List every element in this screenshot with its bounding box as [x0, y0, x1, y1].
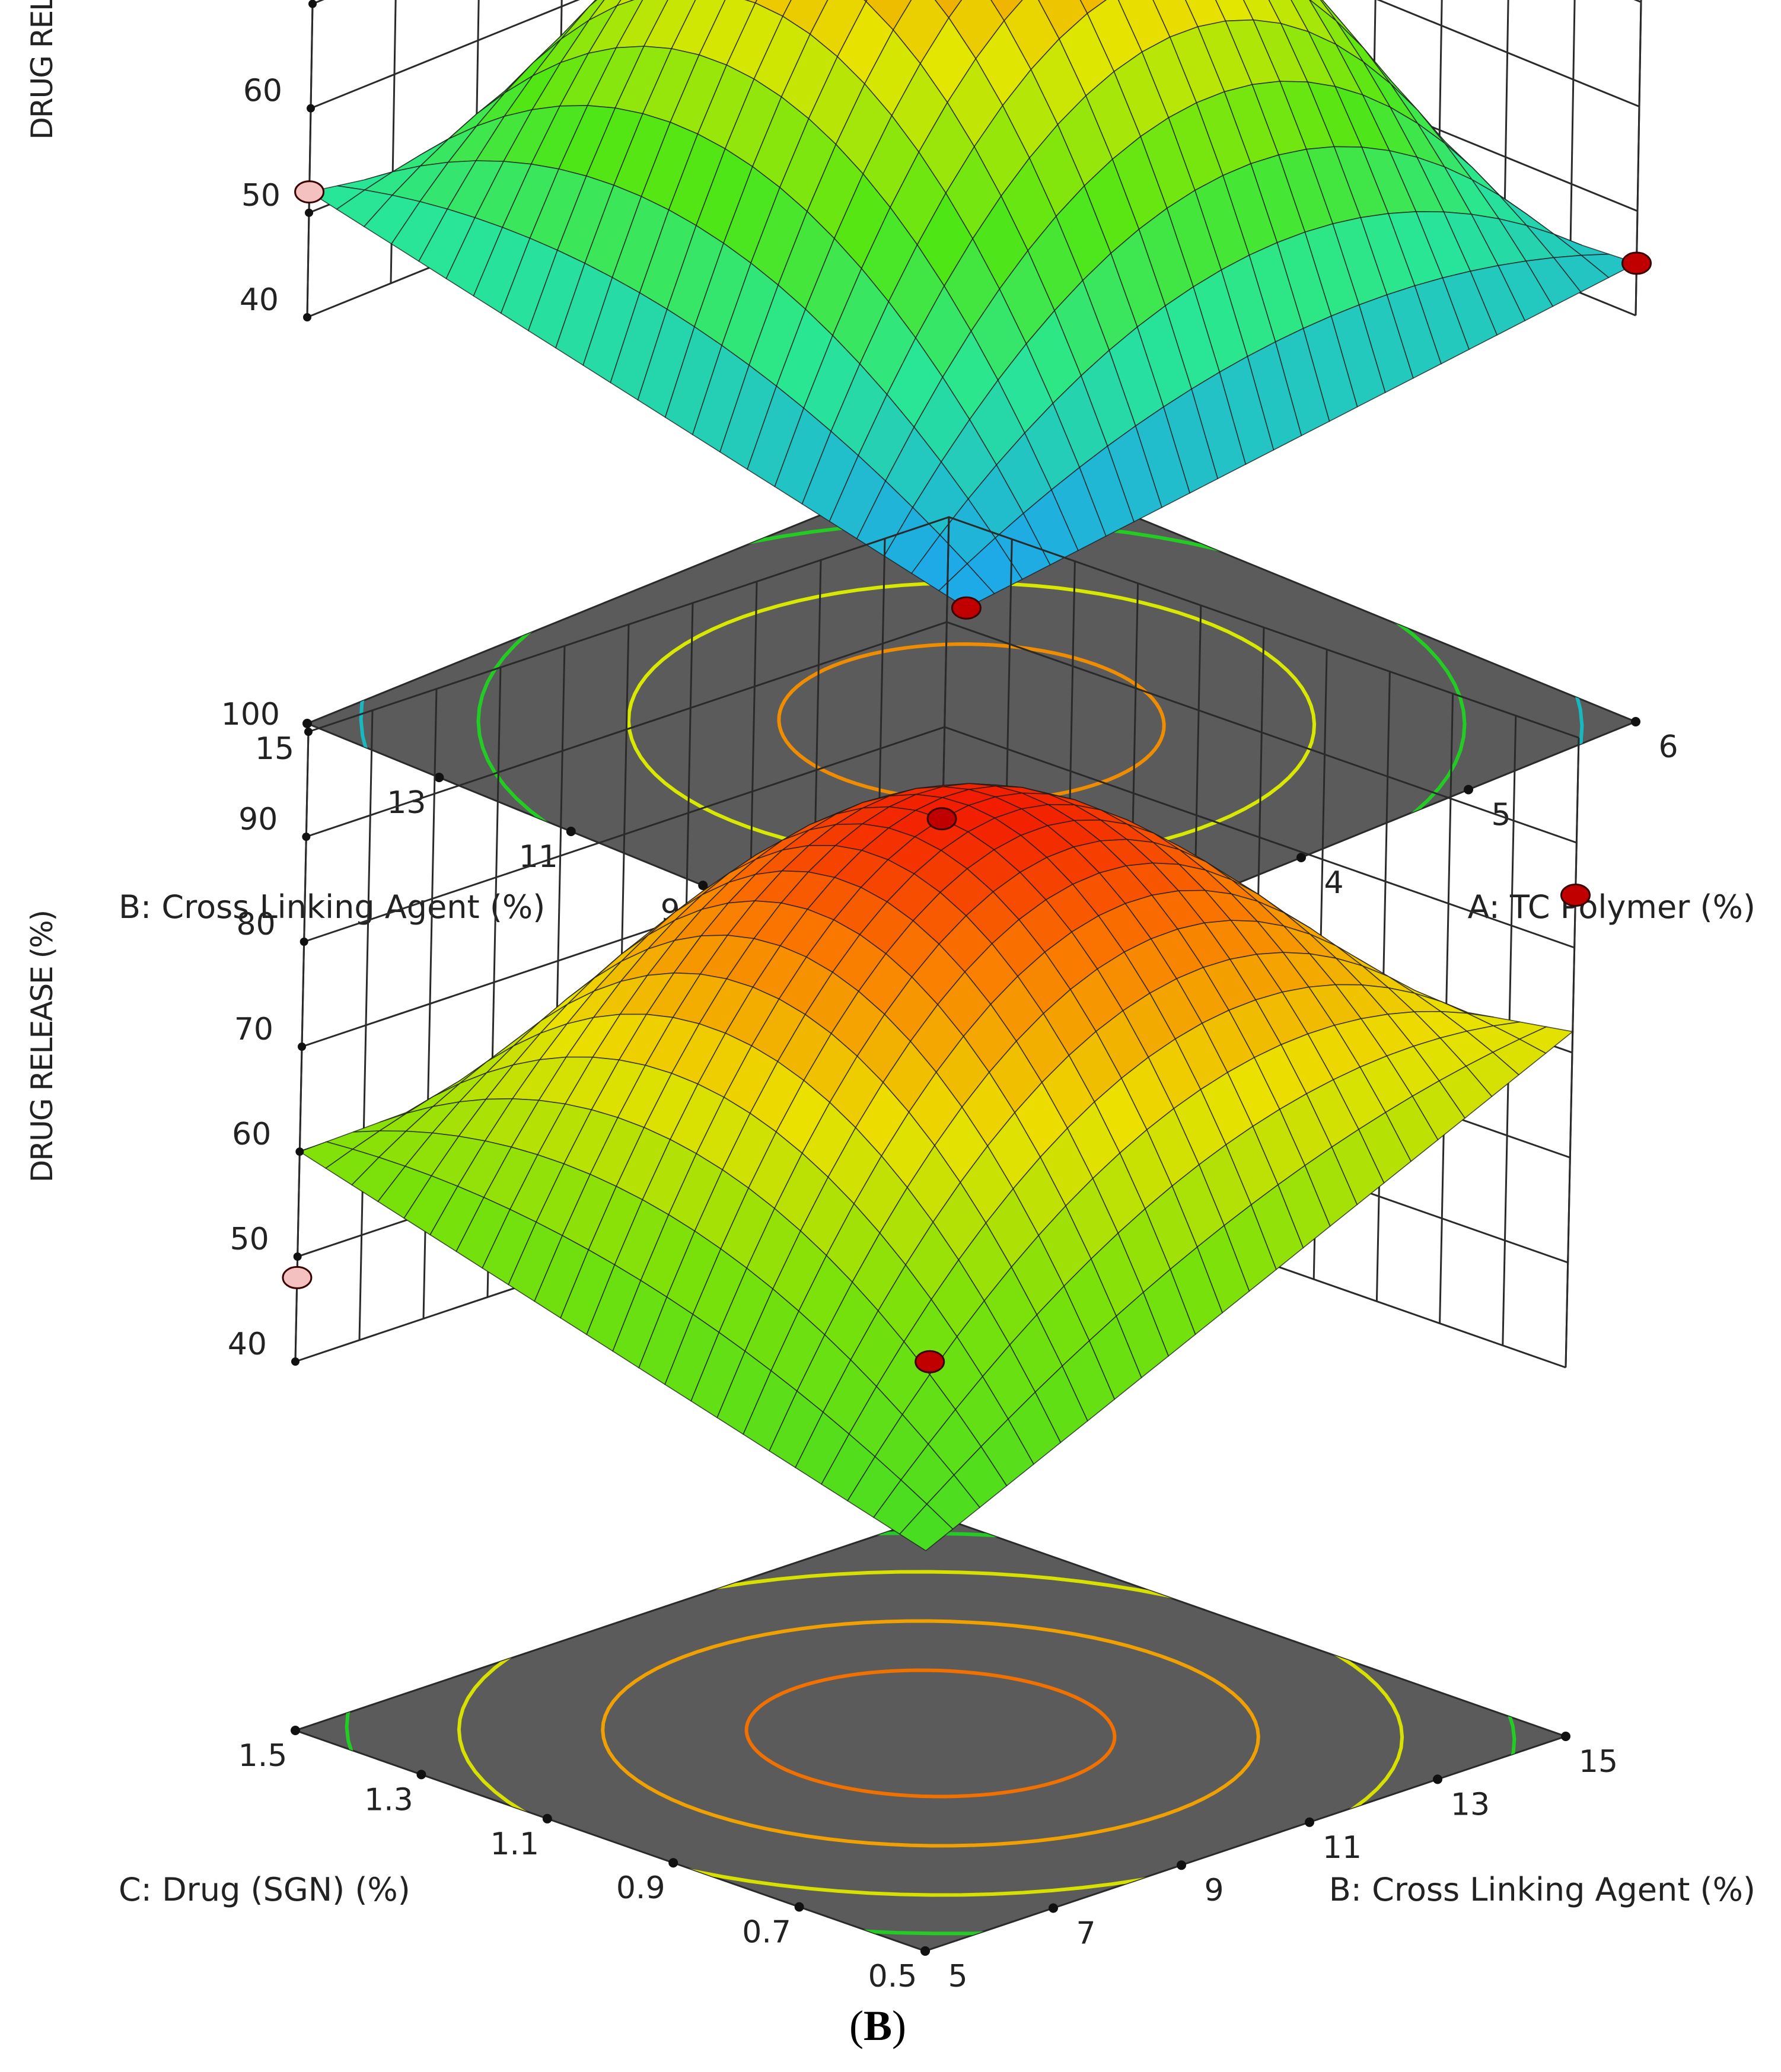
design-point	[1562, 885, 1590, 906]
z-tick-label: 60	[232, 1117, 271, 1152]
z-tick-label: 40	[240, 282, 279, 318]
z-tick-label: 70	[234, 1012, 273, 1047]
x-tick-mark	[1433, 1774, 1442, 1784]
y-tick-mark	[434, 773, 444, 782]
z-tick-label: 80	[236, 907, 275, 942]
z-tick-mark	[308, 0, 317, 8]
y-tick-label: 1.1	[490, 1826, 539, 1862]
x-tick-label: 11	[1323, 1830, 1362, 1866]
y-tick-label: 0.7	[742, 1915, 791, 1950]
design-point	[1623, 253, 1651, 274]
z-axis-label: DRUG RELEASE (%)	[25, 0, 59, 140]
design-point	[916, 1351, 944, 1372]
y-tick-label: 11	[519, 839, 558, 875]
x-tick-label: 7	[1076, 1916, 1095, 1952]
y-tick-label: 15	[255, 731, 294, 767]
figure: 40506070809010023456579111315A: TC Polym…	[0, 0, 1781, 2072]
x-tick-mark	[1464, 785, 1473, 795]
y-tick-label: 0.9	[616, 1870, 665, 1906]
y-tick-mark	[668, 1858, 678, 1867]
design-point	[283, 1267, 311, 1288]
z-tick-mark	[303, 313, 311, 321]
z-tick-mark	[305, 209, 313, 217]
design-point	[295, 181, 324, 203]
z-tick-label: 50	[230, 1222, 269, 1257]
z-tick-label: 100	[221, 697, 280, 732]
z-tick-mark	[304, 728, 313, 736]
x-tick-label: 9	[1204, 1873, 1224, 1908]
y-tick-label: 0.5	[868, 1959, 917, 1994]
y-tick-mark	[291, 1726, 300, 1735]
y-tick-mark	[920, 1946, 930, 1956]
x-tick-mark	[1177, 1860, 1186, 1870]
z-tick-label: 60	[243, 74, 282, 109]
z-tick-mark	[302, 833, 310, 841]
y-tick-mark	[302, 719, 312, 728]
x-tick-label: 5	[948, 1959, 967, 1994]
design-point	[928, 808, 956, 830]
design-point	[952, 597, 980, 619]
x-tick-mark	[1049, 1904, 1058, 1913]
z-tick-label: 70	[245, 0, 284, 5]
z-tick-mark	[295, 1147, 304, 1156]
z-tick-mark	[298, 1043, 306, 1051]
z-tick-label: 40	[228, 1327, 267, 1362]
z-tick-label: 90	[238, 802, 278, 837]
x-axis-label: B: Cross Linking Agent (%)	[1329, 1871, 1755, 1908]
z-tick-mark	[300, 938, 308, 946]
x-tick-mark	[1305, 1818, 1314, 1827]
x-tick-mark	[1631, 717, 1640, 726]
x-tick-label: 13	[1451, 1787, 1490, 1822]
x-tick-mark	[1296, 853, 1306, 862]
z-tick-mark	[294, 1252, 302, 1261]
x-tick-label: 5	[1491, 798, 1511, 833]
z-tick-label: 50	[241, 178, 281, 213]
x-tick-mark	[1561, 1732, 1570, 1741]
y-tick-mark	[416, 1770, 426, 1779]
z-axis-label: DRUG RELEASE (%)	[25, 911, 59, 1182]
y-tick-mark	[795, 1902, 804, 1912]
z-tick-mark	[307, 104, 315, 113]
panel-label: (B)	[849, 2002, 906, 2049]
y-tick-label: 1.5	[238, 1738, 288, 1774]
y-axis-label: C: Drug (SGN) (%)	[119, 1871, 410, 1908]
y-tick-label: 1.3	[364, 1782, 413, 1818]
x-tick-label: 6	[1658, 729, 1678, 765]
y-tick-mark	[566, 827, 576, 836]
y-tick-mark	[543, 1814, 552, 1824]
x-tick-label: 15	[1579, 1744, 1618, 1780]
z-tick-mark	[291, 1357, 300, 1366]
y-axis-label: B: Cross Linking Agent (%)	[119, 888, 545, 926]
x-tick-label: 4	[1324, 865, 1343, 901]
